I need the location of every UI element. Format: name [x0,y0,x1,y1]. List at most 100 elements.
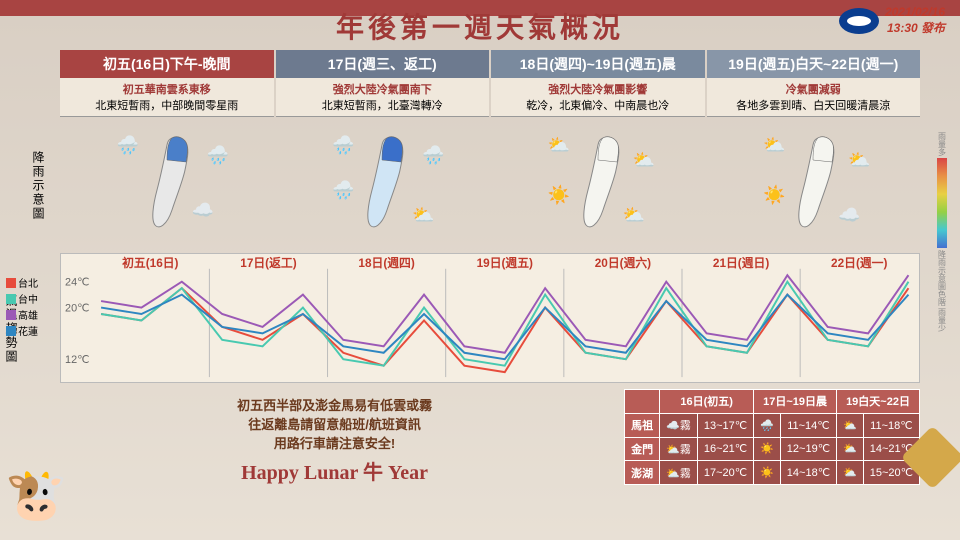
scale-bar [937,158,947,248]
weather-icon: ☀️ [763,185,785,206]
weather-cell: ⛅ [837,413,864,437]
weather-icon: 🌧️ [117,135,139,156]
legend-swatch [6,310,16,320]
period-header: 18日(週四)~19日(週五)晨 [491,50,705,78]
weather-icon: 🌧️ [332,180,354,201]
weather-icon: 🌧️ [422,145,444,166]
temp-cell: 17~20℃ [697,461,753,485]
legend-item: 高雄 [6,307,38,322]
publish-date: 2021/02/16 13:30 發布 [885,5,945,36]
rain-color-scale: 雨量多 降雨示意圖色階 雨量少 [932,130,952,334]
taiwan-map-icon: ⛅☀️⛅⛅ [563,130,633,240]
weather-icon: ☁️ [838,205,860,226]
weather-icon: ⛅ [848,150,870,171]
period-column: 17日(週三、返工) 強烈大陸冷氣團南下北東短暫雨，北臺灣轉冷 [276,50,490,117]
weather-cell: ⛅霧 [660,461,698,485]
weather-cell: ☀️ [754,461,781,485]
bottom-row: 初五西半部及澎金馬易有低雲或霧往返離島請留意船班/航班資訊用路行車請注意安全! H… [60,389,920,485]
svg-text:21日(週日): 21日(週日) [713,256,769,270]
advisory-line: 往返離島請留意船班/航班資訊 [60,414,609,433]
period-subtitle: 初五華南雲系東移北東短暫雨，中部晚間零星雨 [60,78,274,117]
period-header: 17日(週三、返工) [276,50,490,78]
weather-icon: ⛅ [763,135,785,156]
weather-icon: ⛅ [623,205,645,226]
period-subtitle: 強烈大陸冷氣團南下北東短暫雨，北臺灣轉冷 [276,78,490,117]
svg-text:24℃: 24℃ [65,277,89,289]
table-row: 馬祖☁️霧13~17℃🌧️11~14℃⛅11~18℃ [625,413,920,437]
map-row: 降雨示意圖 🌧️☁️🌧️🌧️🌧️⛅🌧️⛅☀️⛅⛅⛅☀️⛅☁️ [60,121,920,249]
map-cell: ⛅ ☀️ ⛅ ☁️ [707,121,921,249]
map-cell: ⛅ ☀️ ⛅ ⛅ [491,121,705,249]
svg-text:20日(週六): 20日(週六) [595,256,651,270]
ox-mascot-icon: 🐮 [5,466,67,525]
table-row: 澎湖⛅霧17~20℃☀️14~18℃⛅15~20℃ [625,461,920,485]
svg-text:22日(週一): 22日(週一) [831,256,887,270]
weather-cell: ⛅ [837,461,864,485]
cwb-logo-icon [839,8,879,34]
period-column: 18日(週四)~19日(週五)晨 強烈大陸冷氣團影響乾冷，北東偏冷、中南晨也冷 [491,50,705,117]
temp-cell: 13~17℃ [697,413,753,437]
happy-lunar-year: Happy Lunar 牛 Year [60,456,609,485]
advisory-line: 初五西半部及澎金馬易有低雲或霧 [60,395,609,414]
weather-icon: ⛅ [548,135,570,156]
weather-icon: 🌧️ [332,135,354,156]
svg-text:20℃: 20℃ [65,302,89,314]
islands-table: 16日(初五)17日~19日晨19白天~22日馬祖☁️霧13~17℃🌧️11~1… [624,389,920,485]
weather-icon: ⛅ [633,150,655,171]
weather-icon: 🌧️ [207,145,229,166]
temperature-chart: 氣溫趨勢圖 台北台中高雄花蓮 24℃20℃12℃初五(16日)17日(返工)18… [60,253,920,383]
table-header: 16日(初五) [660,390,754,414]
header: 年後第一週天氣概況 2021/02/16 13:30 發布 [0,0,960,48]
weather-cell: 🌧️ [754,413,781,437]
weather-cell: ⛅霧 [660,437,698,461]
temp-cell: 12~19℃ [780,437,836,461]
legend-item: 台中 [6,291,38,306]
legend-swatch [6,278,16,288]
advisory-text: 初五西半部及澎金馬易有低雲或霧往返離島請留意船班/航班資訊用路行車請注意安全! H… [60,389,609,485]
taiwan-map-icon: 🌧️🌧️⛅🌧️ [347,130,417,240]
island-name: 金門 [625,437,660,461]
map-cell: 🌧️ ☁️ 🌧️ [60,121,274,249]
table-header: 17日~19日晨 [754,390,837,414]
table-row: 金門⛅霧16~21℃☀️12~19℃⛅14~21℃ [625,437,920,461]
weather-icon: ⛅ [412,205,434,226]
rain-map-label: 降雨示意圖 [30,151,47,221]
svg-text:18日(週四): 18日(週四) [358,256,414,270]
period-header: 19日(週五)白天~22日(週一) [707,50,921,78]
page-title: 年後第一週天氣概況 [336,6,624,46]
table-header: 19白天~22日 [837,390,920,414]
weather-icon: ☁️ [192,200,214,221]
period-column: 初五(16日)下午-晚間 初五華南雲系東移北東短暫雨，中部晚間零星雨 [60,50,274,117]
period-headers: 初五(16日)下午-晚間 初五華南雲系東移北東短暫雨，中部晚間零星雨17日(週三… [60,50,920,117]
weather-icon: ☀️ [548,185,570,206]
temp-cell: 11~14℃ [780,413,836,437]
taiwan-map-icon: ⛅☀️⛅☁️ [778,130,848,240]
svg-text:初五(16日): 初五(16日) [122,256,178,270]
period-subtitle: 冷氣團減弱各地多雲到晴、白天回暖清晨涼 [707,78,921,117]
svg-text:17日(返工): 17日(返工) [240,256,296,270]
island-name: 澎湖 [625,461,660,485]
map-cell: 🌧️ 🌧️ ⛅ 🌧️ [276,121,490,249]
logo-block: 2021/02/16 13:30 發布 [839,5,945,36]
weather-cell: ☀️ [754,437,781,461]
temp-cell: 14~18℃ [780,461,836,485]
legend-swatch [6,326,16,336]
advisory-line: 用路行車請注意安全! [60,433,609,452]
temp-cell: 16~21℃ [697,437,753,461]
table-header [625,390,660,414]
weather-cell: ☁️霧 [660,413,698,437]
table-header-row: 16日(初五)17日~19日晨19白天~22日 [625,390,920,414]
chart-svg: 24℃ 20℃ 12℃ 初五(16日) 17日(返工) 18日(週四) 19日(週五) 20日… [61,254,919,382]
svg-text:12℃: 12℃ [65,354,89,366]
period-subtitle: 強烈大陸冷氣團影響乾冷，北東偏冷、中南晨也冷 [491,78,705,117]
weather-cell: ⛅ [837,437,864,461]
legend-item: 台北 [6,275,38,290]
chart-legend: 台北台中高雄花蓮 [6,274,38,339]
taiwan-map-icon: 🌧️☁️🌧️ [132,130,202,240]
svg-text:19日(週五): 19日(週五) [477,256,533,270]
period-column: 19日(週五)白天~22日(週一) 冷氣團減弱各地多雲到晴、白天回暖清晨涼 [707,50,921,117]
legend-item: 花蓮 [6,323,38,338]
period-header: 初五(16日)下午-晚間 [60,50,274,78]
temp-cell: 11~18℃ [863,413,919,437]
legend-swatch [6,294,16,304]
